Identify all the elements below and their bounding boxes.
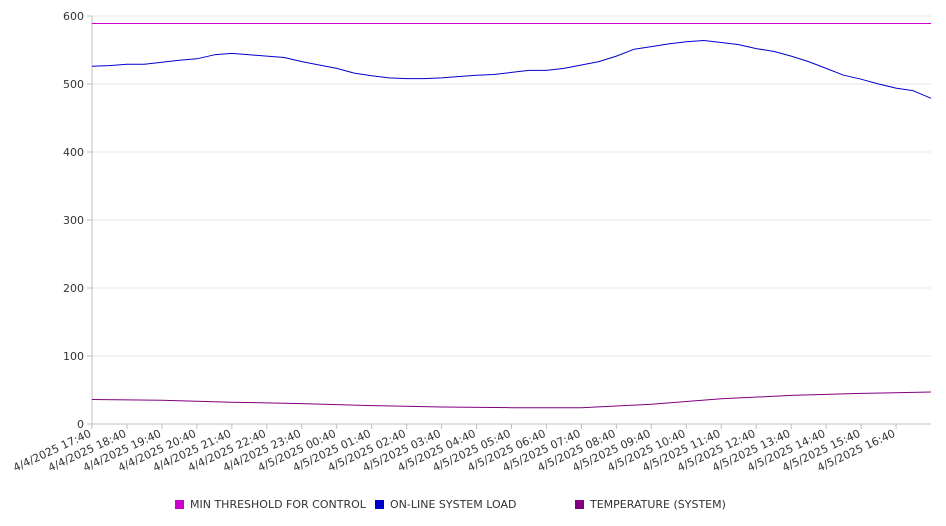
y-tick-label: 100: [63, 350, 84, 363]
temperature-line: [91, 391, 932, 409]
y-tick-label: 0: [77, 418, 84, 431]
y-tick-label: 500: [63, 78, 84, 91]
legend-item-min-threshold: MIN THRESHOLD FOR CONTROL: [175, 498, 366, 511]
legend-label: MIN THRESHOLD FOR CONTROL: [190, 498, 366, 511]
y-tick-label: 600: [63, 10, 84, 23]
y-tick-label: 400: [63, 146, 84, 159]
x-tick-labels: 4/4/2025 17:404/4/2025 18:404/4/2025 19:…: [11, 427, 897, 475]
axes: [87, 15, 931, 429]
legend-item-temperature: TEMPERATURE (SYSTEM): [575, 498, 726, 511]
grid-lines: [92, 15, 931, 357]
legend-label: ON-LINE SYSTEM LOAD: [390, 498, 517, 511]
legend: MIN THRESHOLD FOR CONTROL ON-LINE SYSTEM…: [0, 498, 946, 514]
y-tick-label: 300: [63, 214, 84, 227]
legend-swatch: [375, 500, 384, 509]
legend-item-system-load: ON-LINE SYSTEM LOAD: [375, 498, 516, 511]
series-lines: [91, 23, 932, 409]
legend-swatch: [575, 500, 584, 509]
y-tick-labels: 0 100 200 300 400 500 600: [63, 10, 84, 431]
legend-label: TEMPERATURE (SYSTEM): [590, 498, 726, 511]
y-tick-label: 200: [63, 282, 84, 295]
system-load-line: [91, 40, 932, 99]
legend-swatch: [175, 500, 184, 509]
